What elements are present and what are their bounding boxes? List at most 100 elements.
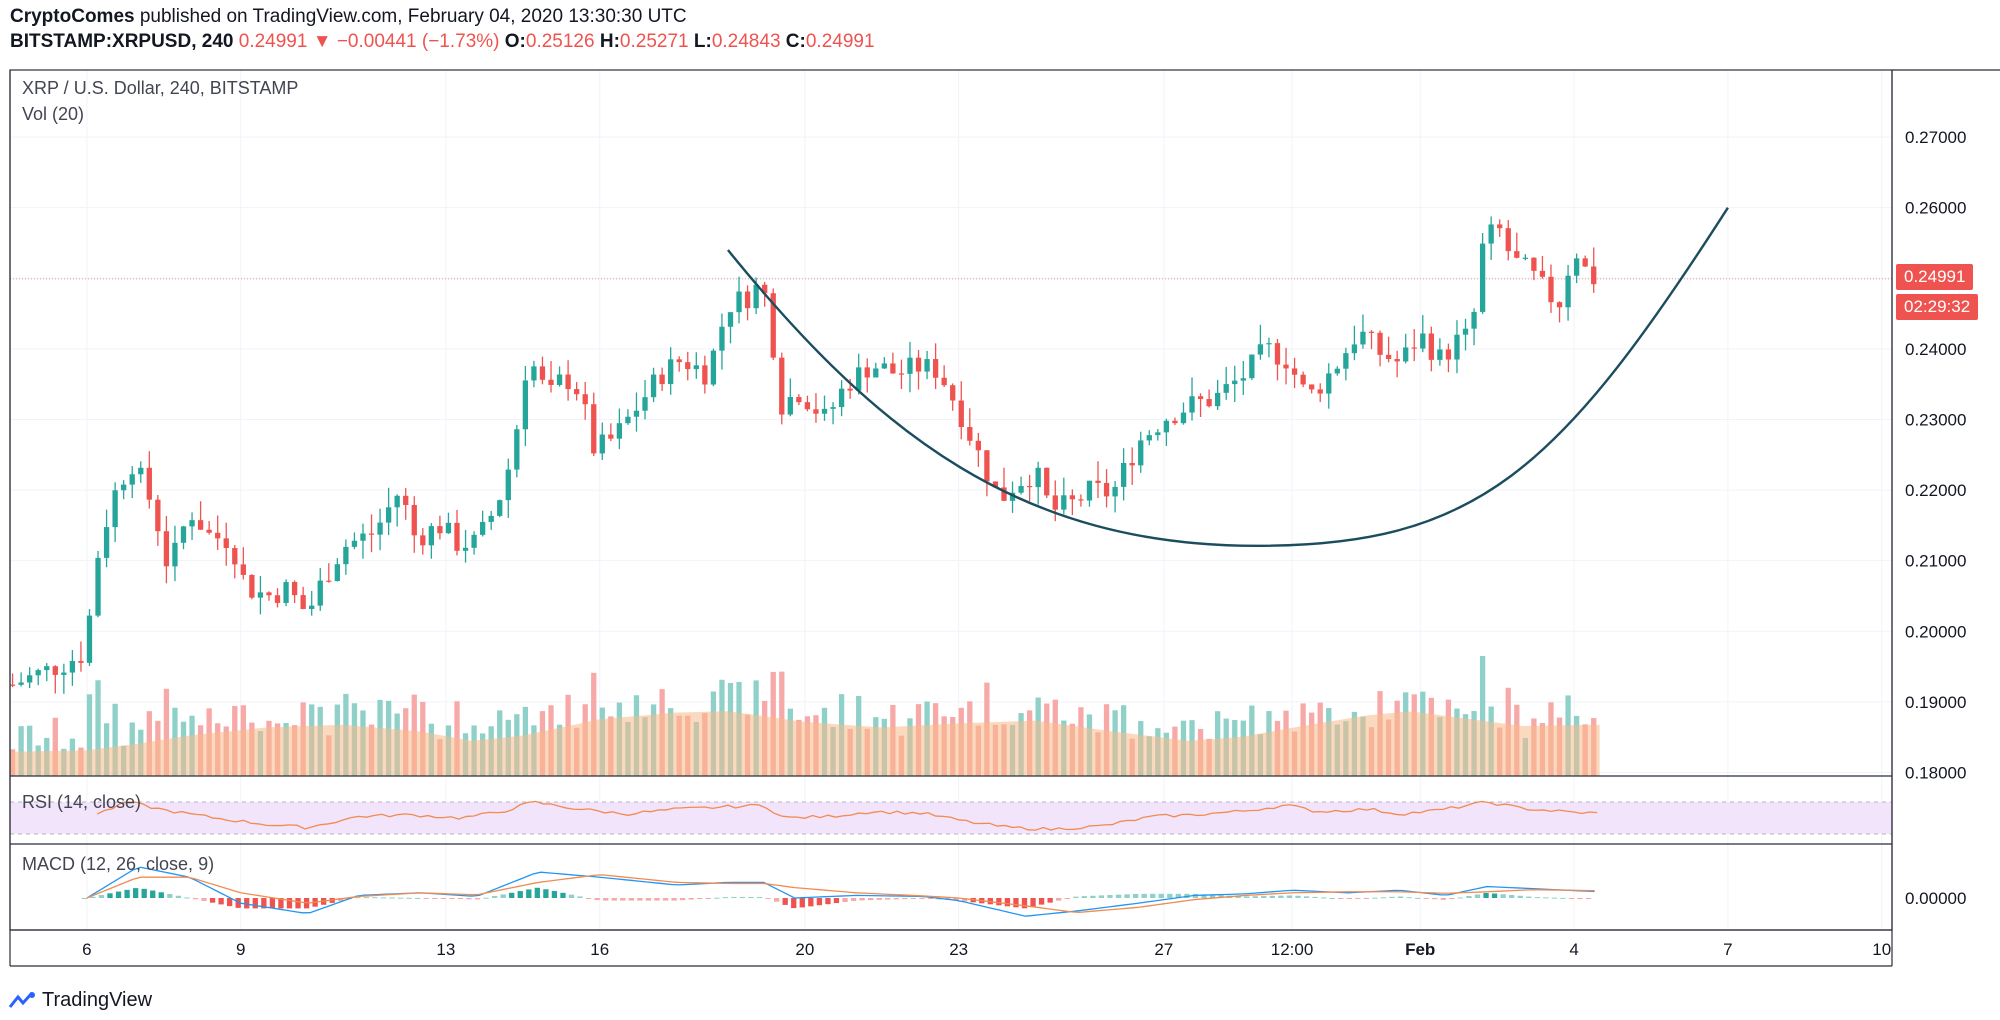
candle-body bbox=[1548, 276, 1554, 303]
macd-histogram-bar bbox=[1312, 896, 1318, 898]
macd-histogram-bar bbox=[850, 898, 857, 901]
x-tick-label: 27 bbox=[1154, 940, 1173, 959]
macd-histogram-bar bbox=[1372, 897, 1378, 899]
candle-body bbox=[411, 504, 417, 536]
candle-body bbox=[847, 388, 853, 391]
macd-histogram-bar bbox=[594, 898, 600, 901]
candle-body bbox=[710, 350, 717, 385]
axes: 0.270000.260000.250000.240000.230000.220… bbox=[9, 69, 2000, 967]
macd-histogram-bar bbox=[543, 889, 549, 898]
candle-body bbox=[668, 359, 674, 385]
macd-histogram-bar bbox=[449, 898, 455, 899]
macd-histogram-bar bbox=[1517, 895, 1523, 898]
macd-histogram-bar bbox=[355, 897, 361, 899]
low-value: 0.24843 bbox=[711, 31, 781, 52]
macd-histogram-bar bbox=[150, 890, 156, 898]
macd-histogram-bar bbox=[1013, 898, 1019, 908]
x-tick-label: 13 bbox=[436, 940, 455, 959]
candle-body bbox=[121, 484, 127, 491]
candle-body bbox=[796, 397, 802, 403]
macd-histogram-bar bbox=[201, 898, 207, 901]
volume-bar bbox=[52, 717, 58, 776]
candle-body bbox=[984, 450, 990, 482]
macd-histogram-bar bbox=[1158, 893, 1164, 898]
macd-histogram-bar bbox=[1466, 895, 1472, 898]
macd-title: MACD (12, 26, close, 9) bbox=[22, 854, 215, 874]
candle-body bbox=[744, 291, 751, 309]
candle-body bbox=[1078, 499, 1084, 501]
candle-body bbox=[1309, 384, 1315, 390]
macd-histogram-bar bbox=[244, 898, 250, 909]
candle-body bbox=[659, 374, 665, 385]
candle-body bbox=[1334, 368, 1340, 374]
macd-histogram-bar bbox=[372, 897, 378, 899]
brand-name: TradingView bbox=[42, 989, 153, 1011]
tradingview-brand[interactable]: TradingView bbox=[8, 989, 152, 1012]
macd-histogram-bar bbox=[1167, 893, 1173, 898]
macd-histogram-bar bbox=[611, 898, 617, 901]
macd-histogram-bar bbox=[132, 888, 139, 898]
candle-body bbox=[360, 533, 366, 541]
candle-body bbox=[924, 359, 930, 372]
volume-bar bbox=[86, 694, 93, 776]
macd-histogram-bar bbox=[1432, 898, 1438, 900]
macd-histogram-bar bbox=[81, 898, 88, 899]
candle-body bbox=[1035, 467, 1041, 488]
candle-body bbox=[189, 520, 195, 527]
rounding-bottom-drawing[interactable] bbox=[726, 207, 1729, 548]
macd-histogram-bar bbox=[910, 898, 917, 899]
macd-histogram-bar bbox=[1449, 898, 1455, 900]
y-tick-label: 0.23000 bbox=[1905, 410, 1966, 429]
candle-body bbox=[61, 672, 67, 675]
candle-body bbox=[633, 410, 640, 417]
macd-histogram-bar bbox=[731, 896, 737, 898]
macd-histogram-bar bbox=[1081, 896, 1087, 898]
candle-body bbox=[625, 416, 631, 424]
x-tick-label: 16 bbox=[590, 940, 609, 959]
macd-histogram-bar bbox=[1115, 894, 1122, 898]
open-value: 0.25126 bbox=[525, 31, 595, 52]
macd-histogram-bar bbox=[261, 898, 267, 909]
x-tick-label: 6 bbox=[82, 940, 91, 959]
author-name[interactable]: CryptoComes bbox=[10, 6, 135, 27]
candle-body bbox=[1377, 332, 1383, 355]
volume-bar bbox=[1479, 656, 1486, 776]
macd-histogram-bar bbox=[1457, 897, 1464, 899]
macd-histogram-bar bbox=[1406, 897, 1412, 899]
candle-body bbox=[394, 495, 400, 508]
candle-body bbox=[1505, 228, 1511, 252]
candle-body bbox=[608, 434, 614, 439]
candle-body bbox=[1403, 347, 1409, 362]
candle-body bbox=[1129, 462, 1135, 466]
macd-histogram-bar bbox=[1551, 897, 1558, 899]
candlesticks[interactable] bbox=[9, 216, 1597, 694]
macd-histogram-bar bbox=[1269, 895, 1276, 898]
candle-body bbox=[1531, 257, 1537, 271]
high-value: 0.25271 bbox=[619, 31, 689, 52]
macd-histogram-bar bbox=[235, 898, 241, 908]
macd-histogram-bar bbox=[645, 898, 652, 901]
macd-histogram-bar bbox=[483, 897, 489, 899]
candle-body bbox=[838, 388, 845, 408]
candle-body bbox=[1488, 224, 1494, 244]
macd-histogram-bar bbox=[620, 898, 626, 901]
candle-body bbox=[1009, 492, 1016, 501]
macd-histogram-bar bbox=[192, 898, 199, 900]
macd-histogram-bar bbox=[1415, 897, 1421, 899]
macd-histogram-bar bbox=[1098, 895, 1105, 898]
ohlc-header: BITSTAMP:XRPUSD, 240 0.24991 ▼ −0.00441 … bbox=[10, 31, 875, 53]
candle-body bbox=[1146, 435, 1152, 441]
candle-body bbox=[155, 499, 161, 532]
macd-histogram-bar bbox=[363, 897, 370, 899]
candle-body bbox=[437, 526, 443, 534]
y-tick-label: 0.27000 bbox=[1905, 128, 1966, 147]
macd-histogram-bar bbox=[278, 898, 284, 909]
x-tick-label: 20 bbox=[795, 940, 814, 959]
macd-histogram-bar bbox=[1329, 897, 1335, 899]
candle-body bbox=[548, 379, 554, 385]
candle-body bbox=[650, 374, 657, 398]
candle-body bbox=[1317, 389, 1323, 394]
last-price-label: 0.24991 bbox=[1896, 264, 1974, 290]
macd-histogram-bar bbox=[773, 898, 780, 902]
